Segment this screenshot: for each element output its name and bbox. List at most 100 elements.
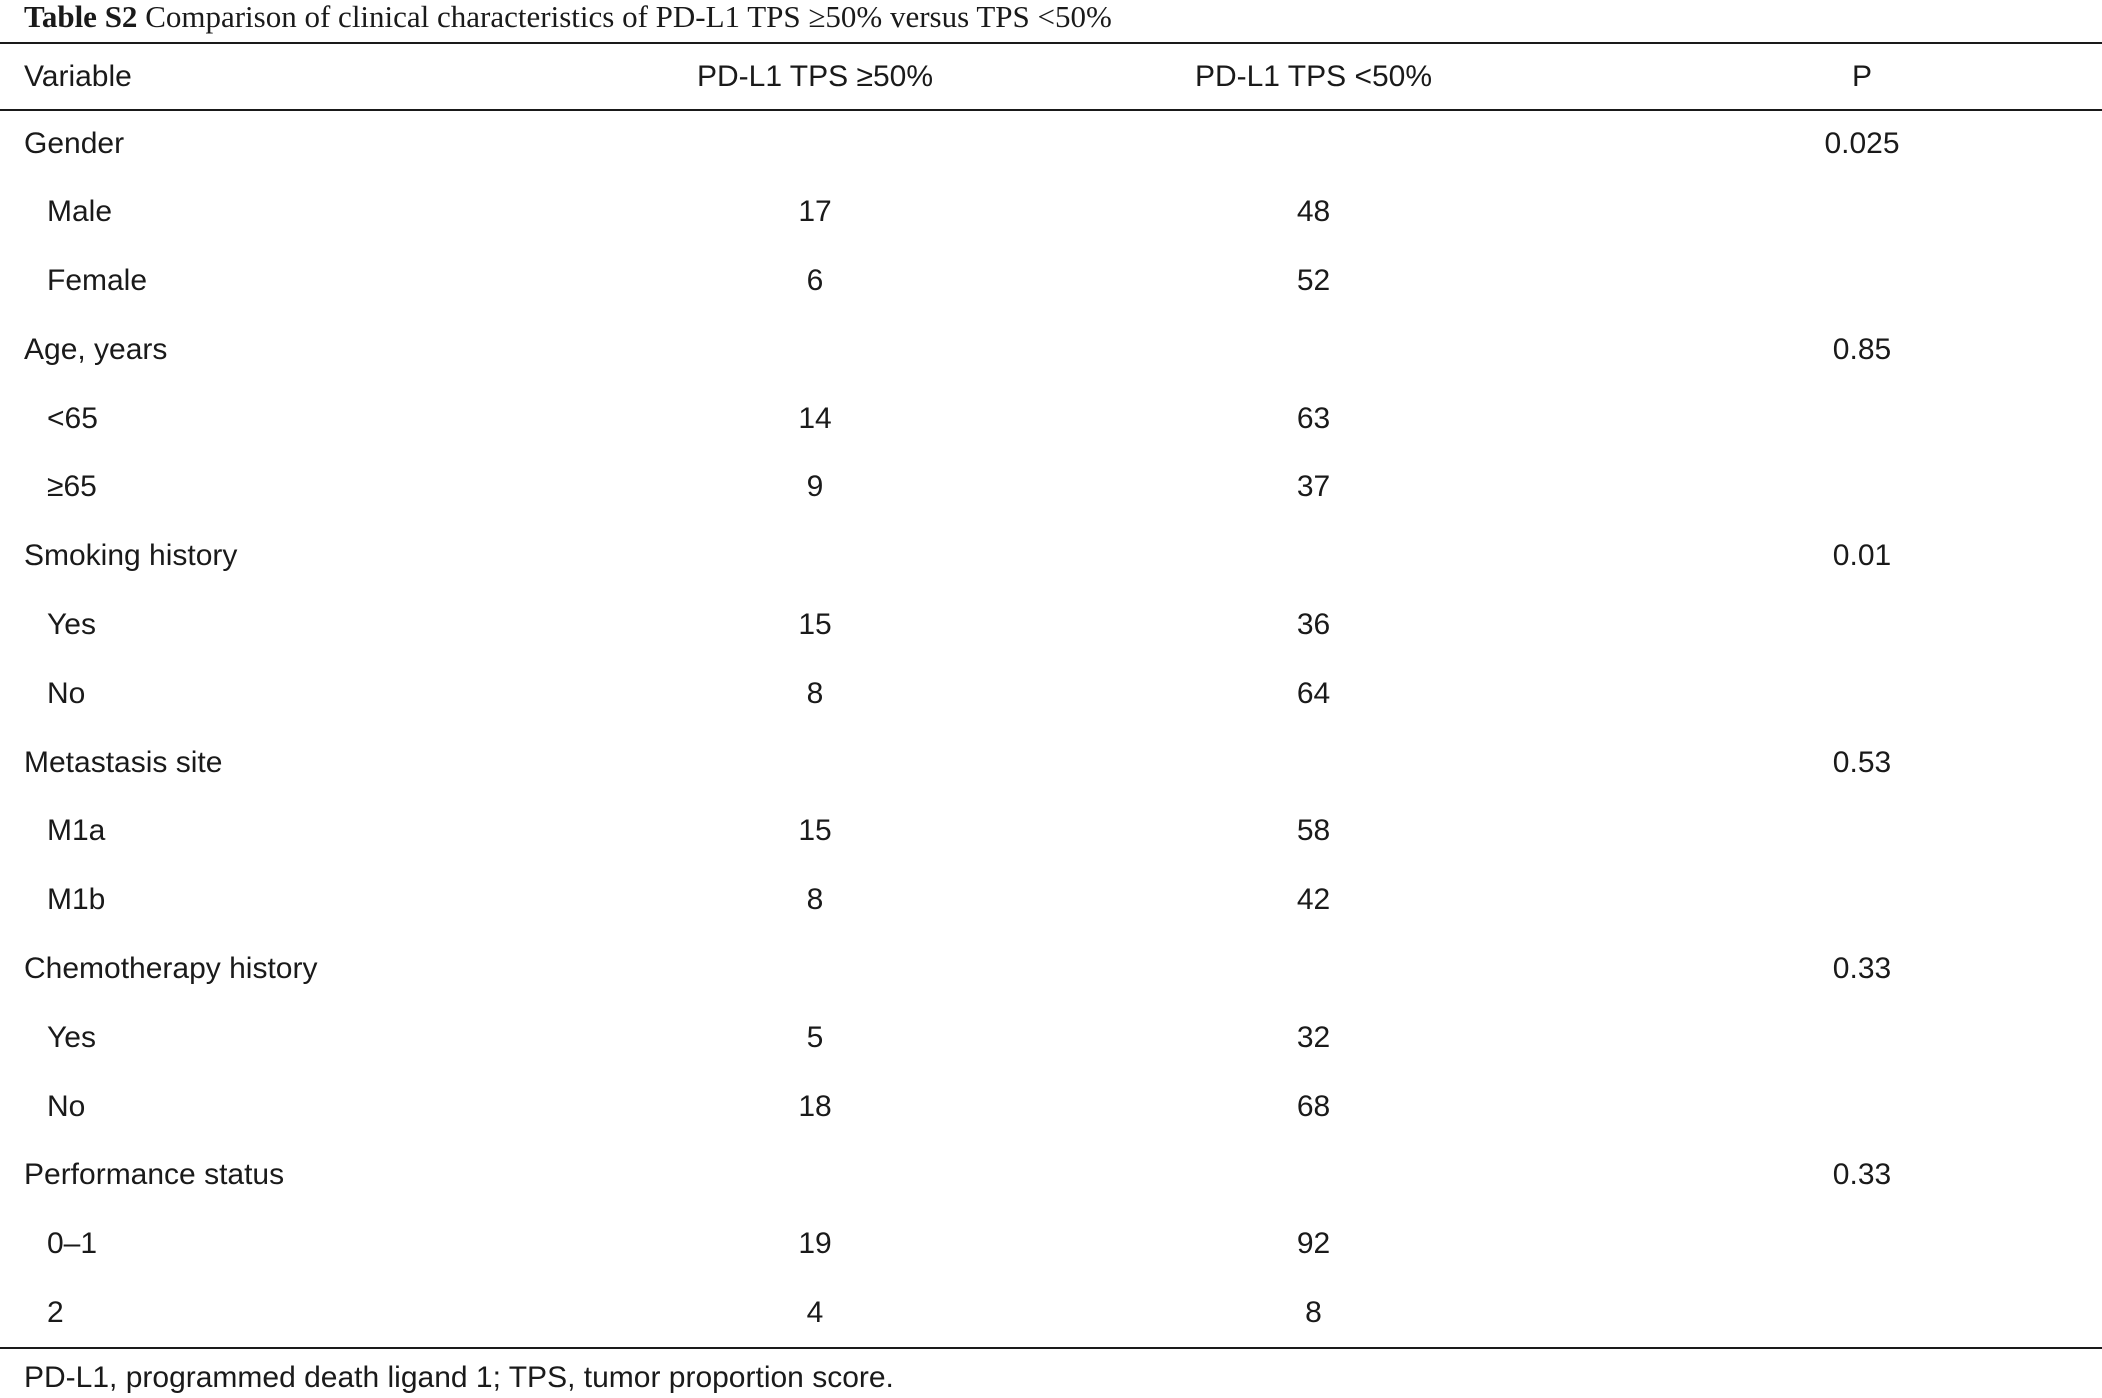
cell-tps-high: 17 [798, 195, 832, 229]
cell-p-value [1622, 1072, 2102, 1141]
cell-tps-low: 48 [1296, 195, 1331, 229]
cell-variable: <65 [47, 401, 98, 435]
cell-variable: 2 [47, 1295, 64, 1329]
table-footnote: PD-L1, programmed death ligand 1; TPS, t… [24, 1361, 894, 1394]
cell-p-value [1622, 591, 2102, 660]
table-row: No 18 68 [0, 1072, 2102, 1141]
table-row: Female 6 52 [0, 247, 2102, 316]
cell-p-value: 0.33 [1832, 951, 1892, 985]
table-row: Metastasis site 0.53 [0, 728, 2102, 797]
cell-tps-high: 5 [806, 1020, 824, 1054]
cell-tps-low: 63 [1296, 401, 1331, 435]
cell-p-value [1622, 453, 2102, 522]
cell-tps-high: 15 [798, 814, 832, 848]
cell-tps-high [625, 728, 1005, 797]
cell-tps-low [1005, 315, 1622, 384]
column-header-tps-high: PD-L1 TPS ≥50% [696, 59, 933, 93]
table-row: M1b 8 42 [0, 866, 2102, 935]
bottom-rule [0, 1347, 2102, 1349]
cell-variable: Female [47, 263, 148, 297]
cell-variable: Performance status [24, 1158, 285, 1192]
table-row: Yes 5 32 [0, 1003, 2102, 1072]
cell-p-value [1622, 797, 2102, 866]
cell-variable: Yes [47, 1020, 96, 1054]
cell-tps-high [625, 522, 1005, 591]
cell-tps-low [1005, 935, 1622, 1004]
top-rule [0, 42, 2102, 44]
cell-variable: No [47, 1089, 86, 1123]
cell-tps-high: 14 [798, 401, 832, 435]
cell-p-value: 0.01 [1832, 539, 1892, 573]
table-row: <65 14 63 [0, 384, 2102, 453]
cell-variable: M1a [47, 814, 106, 848]
cell-p-value [1622, 1210, 2102, 1279]
cell-tps-high: 8 [806, 676, 824, 710]
cell-variable: Gender [24, 127, 125, 161]
cell-tps-low: 8 [1305, 1295, 1322, 1329]
cell-variable: Age, years [24, 332, 168, 366]
table-row: 0–1 19 92 [0, 1210, 2102, 1279]
table-label: Table S2 [24, 0, 138, 34]
cell-tps-low: 42 [1296, 883, 1331, 917]
table-row: Smoking history 0.01 [0, 522, 2102, 591]
cell-tps-high [625, 109, 1005, 178]
table-row: Age, years 0.85 [0, 315, 2102, 384]
table-row: ≥65 9 37 [0, 453, 2102, 522]
table-row: Yes 15 36 [0, 591, 2102, 660]
column-header-variable: Variable [24, 59, 132, 93]
header-rule [0, 109, 2102, 111]
table-row: Gender 0.025 [0, 109, 2102, 178]
column-header-tps-low: PD-L1 TPS <50% [1194, 59, 1433, 93]
column-header-p: P [1851, 59, 1872, 93]
cell-tps-low: 36 [1296, 607, 1331, 641]
cell-tps-low: 32 [1296, 1020, 1331, 1054]
characteristics-table: Variable PD-L1 TPS ≥50% PD-L1 TPS <50% P… [0, 44, 2102, 1347]
cell-tps-high: 6 [806, 263, 824, 297]
cell-tps-low: 68 [1296, 1089, 1331, 1123]
table-row: No 8 64 [0, 659, 2102, 728]
table-caption: Table S2 Comparison of clinical characte… [24, 0, 1112, 36]
cell-tps-low [1005, 728, 1622, 797]
cell-variable: Male [47, 195, 113, 229]
cell-p-value: 0.85 [1832, 332, 1892, 366]
table-row: M1a 15 58 [0, 797, 2102, 866]
cell-p-value [1622, 866, 2102, 935]
cell-tps-low [1005, 109, 1622, 178]
cell-variable: Chemotherapy history [24, 951, 318, 985]
cell-tps-low: 92 [1296, 1227, 1331, 1261]
cell-p-value [1622, 1003, 2102, 1072]
cell-tps-low: 64 [1296, 676, 1331, 710]
cell-tps-high: 9 [806, 470, 824, 504]
cell-tps-high: 4 [806, 1295, 824, 1329]
cell-variable: Smoking history [24, 539, 238, 573]
cell-p-value: 0.025 [1824, 127, 1900, 161]
cell-variable: No [47, 676, 86, 710]
cell-tps-high: 19 [798, 1227, 832, 1261]
cell-p-value [1622, 247, 2102, 316]
cell-tps-low: 37 [1296, 470, 1331, 504]
cell-variable: Yes [47, 607, 96, 641]
table-row: 2 4 8 [0, 1279, 2102, 1348]
cell-variable: Metastasis site [24, 745, 223, 779]
cell-tps-low: 58 [1296, 814, 1331, 848]
cell-tps-low [1005, 1141, 1622, 1210]
table-row: Chemotherapy history 0.33 [0, 935, 2102, 1004]
table-row: Male 17 48 [0, 178, 2102, 247]
cell-tps-high: 8 [806, 883, 824, 917]
cell-variable: 0–1 [47, 1227, 98, 1261]
cell-tps-high: 15 [798, 607, 832, 641]
cell-variable: M1b [47, 883, 106, 917]
cell-tps-high [625, 315, 1005, 384]
cell-p-value [1622, 659, 2102, 728]
cell-tps-low: 52 [1296, 263, 1331, 297]
cell-tps-high: 18 [798, 1089, 832, 1123]
table-header-row: Variable PD-L1 TPS ≥50% PD-L1 TPS <50% P [0, 44, 2102, 109]
cell-p-value: 0.33 [1832, 1158, 1892, 1192]
cell-p-value [1622, 384, 2102, 453]
cell-p-value: 0.53 [1832, 745, 1892, 779]
cell-tps-high [625, 935, 1005, 1004]
cell-tps-high [625, 1141, 1005, 1210]
table-row: Performance status 0.33 [0, 1141, 2102, 1210]
cell-p-value [1622, 178, 2102, 247]
cell-p-value [1622, 1279, 2102, 1348]
